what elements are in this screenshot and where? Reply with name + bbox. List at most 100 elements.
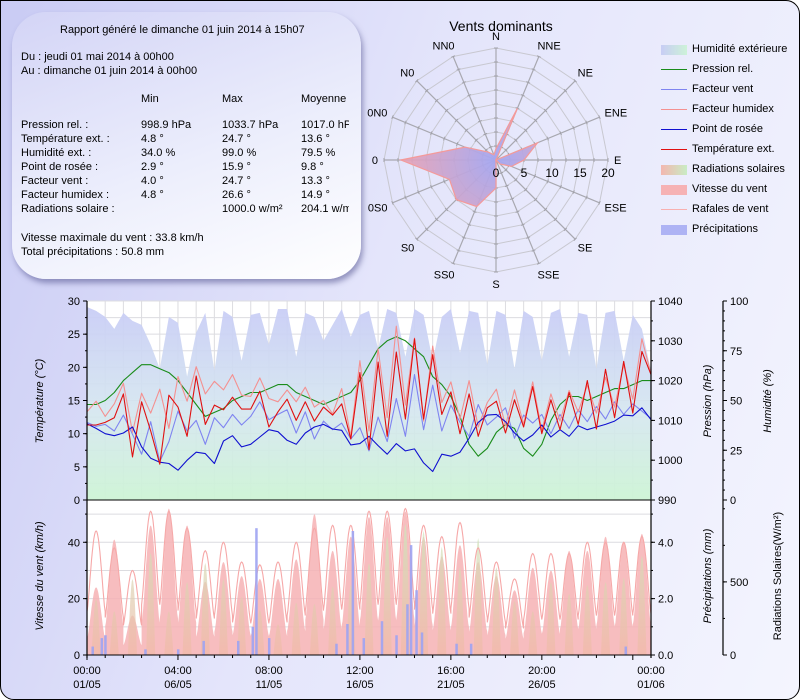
- wind-rose-tick: [523, 187, 528, 192]
- legend-label: Facteur humidex: [692, 103, 774, 115]
- radiation-tick-label: 500: [730, 577, 748, 589]
- wind-rose-tick: [515, 210, 520, 213]
- wind-rose-tick: [585, 195, 588, 200]
- precipitation-bar: [395, 635, 398, 655]
- stat-label: Pression rel. :: [21, 119, 89, 131]
- wind-rose-tick: [585, 120, 588, 125]
- legend-item: Rafales de vent: [661, 201, 799, 217]
- wind-rose-tick: [404, 195, 407, 200]
- wind-rose-tick: [483, 132, 488, 136]
- facteur-humidex-line: [87, 325, 651, 437]
- wind-rose-tick: [504, 168, 508, 172]
- wind-rose-tick: [430, 131, 433, 136]
- wind-direction-label: 0S0: [368, 202, 388, 214]
- top-series-group: [87, 307, 651, 500]
- wind-rose-tick: [520, 168, 524, 173]
- wind-rose-tick: [488, 145, 493, 149]
- stat-max: 15.9 °: [222, 161, 251, 173]
- wind-rose-tick: [461, 236, 466, 239]
- temperature-tick-label: 15: [68, 396, 80, 408]
- wind-rose-labels: N NNE NE ENE E ESE SE SSE S SS0 S0 0S0 0 0N0 N0 NN0 0 5 10…: [367, 31, 627, 291]
- wind-rose-tick: [573, 79, 577, 83]
- pressure-axis-title: Pression (hPa): [702, 364, 714, 437]
- legend-line-swatch: [661, 129, 687, 130]
- legend-label: Radiations solaires: [692, 163, 785, 175]
- humidity-tick-label: 0: [730, 495, 736, 507]
- total-precipitation: Total précipitations : 50.8 mm: [21, 246, 165, 258]
- precipitation-bar: [415, 590, 418, 655]
- wind-tick-label: 40: [68, 537, 80, 549]
- humidity-area: [87, 307, 651, 500]
- wind-direction-label: SS0: [434, 270, 455, 282]
- stat-min: 34.0 %: [141, 147, 176, 159]
- report-summary-panel: Rapport généré le dimanche 01 juin 2014 …: [12, 12, 361, 279]
- wind-rose-tick: [536, 262, 541, 265]
- precipitation-tick-label: 0.0: [658, 650, 673, 662]
- precipitation-bar: [455, 643, 458, 655]
- wind-direction-label: SE: [578, 243, 593, 255]
- stat-avg: 79.5 %: [301, 147, 336, 159]
- precipitation-bar: [469, 643, 473, 655]
- wind-rose-tick: [563, 227, 568, 232]
- legend-item: Vitesse du vent: [661, 181, 799, 197]
- legend-item: Température ext.: [661, 141, 799, 157]
- wind-tick-label: 20: [68, 594, 80, 606]
- wind-rose-tick: [451, 55, 456, 58]
- wind-rose-tick: [443, 136, 446, 141]
- wind-direction-label: ENE: [605, 108, 628, 120]
- wind-rose-tick: [434, 98, 439, 103]
- report-period-to: Au : dimanche 01 juin 2014 à 00h00: [21, 65, 198, 77]
- wind-rose-tick: [531, 249, 536, 252]
- wind-rose-tick: [430, 184, 433, 189]
- x-tick-date-label: 26/05: [528, 679, 556, 691]
- precipitation-bar: [104, 635, 107, 655]
- legend-line-swatch: [661, 109, 687, 110]
- x-tick-time-label: 20:00: [528, 665, 556, 677]
- wind-rose-tick: [598, 200, 601, 205]
- report-title: Rapport généré le dimanche 01 juin 2014 …: [60, 24, 305, 36]
- wind-radius-tick-label: 15: [573, 166, 587, 180]
- precipitation-bar: [267, 638, 271, 655]
- precipitation-bar: [406, 604, 409, 655]
- precipitation-axis-title: Précipitations (mm): [702, 528, 714, 623]
- temperature-ext-line: [87, 338, 651, 465]
- precipitation-bar: [255, 528, 258, 655]
- legend-label: Humidité extérieure: [692, 43, 788, 55]
- wind-rose-tick: [474, 138, 478, 142]
- legend-line-swatch: [661, 69, 687, 70]
- humidity-tick-label: 25: [730, 445, 742, 457]
- wind-rose-tick: [477, 119, 482, 123]
- legend-area-swatch: [661, 225, 687, 235]
- wind-rose-tick: [472, 107, 477, 110]
- precipitation-bar: [346, 624, 349, 655]
- precipitation-bar: [251, 626, 255, 655]
- stat-max: 26.6 °: [222, 189, 251, 201]
- wind-rose-tick: [451, 262, 456, 265]
- wind-rose-tick: [563, 88, 568, 93]
- wind-rose-tick: [598, 115, 601, 120]
- wind-radius-tick-label: 5: [521, 166, 528, 180]
- wind-direction-label: 0: [372, 155, 378, 167]
- column-header-max: Max: [222, 93, 243, 105]
- stat-max: 1000.0 w/m²: [222, 203, 283, 215]
- wind-rose-tick: [514, 138, 518, 142]
- stat-label: Température ext. :: [21, 133, 110, 145]
- stat-avg: 13.3 °: [301, 175, 330, 187]
- precipitation-bar: [420, 632, 424, 655]
- precipitation-bar: [144, 649, 147, 655]
- wind-rose-tick: [456, 249, 461, 252]
- wind-rose-tick: [417, 125, 420, 130]
- wind-direction-label: NN0: [433, 40, 455, 52]
- stat-min: 4.8 °: [141, 189, 164, 201]
- wind-rose-tick: [415, 237, 419, 241]
- stat-label: Humidité ext. :: [21, 147, 92, 159]
- wind-rose-data: [398, 108, 540, 208]
- x-tick-time-label: 08:00: [255, 665, 283, 677]
- wind-rose-tick: [391, 115, 394, 120]
- chart-axes: 0510152025309901000101010201030104002550…: [34, 296, 784, 691]
- time-series-charts: 0510152025309901000101010201030104002550…: [34, 296, 784, 691]
- x-tick-date-label: 01/06: [637, 679, 665, 691]
- precipitation-bar: [91, 646, 94, 655]
- precipitation-bar: [176, 649, 180, 655]
